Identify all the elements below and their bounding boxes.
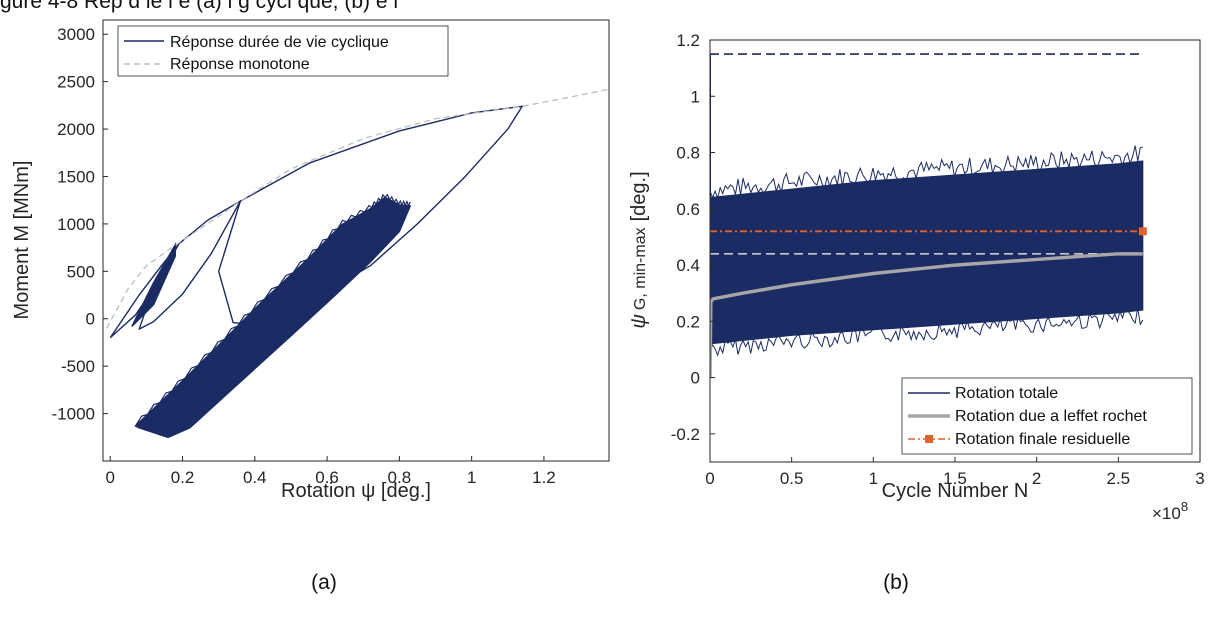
chart-a-cyclic-band [131, 193, 412, 439]
chart-b: 0 0.5 1 1.5 2 2.5 3 -0.2 0 0.2 0.4 0.6 0.8 1 1.2 Rota… [628, 31, 1205, 594]
chart-a-x-tick-label: 0.4 [243, 468, 267, 487]
chart-b-final-marker [1138, 227, 1147, 236]
chart-a-y-label: Moment M [MNm] [11, 161, 33, 320]
chart-a-y-ticks: -1000 -500 0 500 1000 1500 2000 2500 3000 [52, 25, 108, 424]
chart-b-y-label: ψG, min-max[deg.] [628, 171, 650, 328]
chart-a-y-tick-label: 1500 [57, 167, 95, 186]
chart-a-x-tick-label: 0.2 [171, 468, 195, 487]
chart-b-legend-label-ratchet: Rotation due a leffet rochet [955, 408, 1147, 425]
chart-a-dense-band [134, 196, 412, 439]
chart-b-x-tick-label: 0 [705, 469, 714, 488]
chart-b-caption: (b) [883, 571, 909, 594]
chart-b-legend-label-final: Rotation finale residuelle [955, 431, 1130, 448]
chart-b-x-tick-label: 1 [869, 469, 878, 488]
chart-b-x-label: Cycle Number N [882, 480, 1029, 502]
chart-a-y-tick-label: 1000 [57, 215, 95, 234]
chart-a-legend: Réponse durée de vie cyclique Réponse mo… [117, 25, 449, 77]
chart-b-y-ticks: -0.2 0 0.2 0.4 0.6 0.8 1 1.2 [671, 31, 715, 444]
chart-b-total-rotation [710, 54, 1144, 378]
chart-b-total-band [710, 160, 1144, 345]
chart-a-y-tick-label: 0 [86, 310, 95, 329]
chart-b-y-tick-label: 0.2 [676, 312, 700, 331]
chart-a-axes-box [102, 19, 610, 462]
chart-b-plot-area [710, 53, 1147, 378]
chart-b-legend-box [901, 377, 1193, 455]
chart-a-band-edge [135, 193, 411, 427]
chart-a-plot-area [106, 88, 609, 439]
chart-b-ratchet-line [710, 252, 1143, 378]
chart-a-y-tick-label: -500 [61, 357, 95, 376]
chart-b-y-tick-label: -0.2 [671, 425, 700, 444]
chart-b-x-ticks: 0 0.5 1 1.5 2 2.5 3 [705, 457, 1205, 488]
chart-b-reference-lines [710, 53, 1143, 255]
chart-b-y-tick-label: 1 [691, 87, 700, 106]
chart-b-y-tick-label: 0.6 [676, 200, 700, 219]
chart-b-axes-box [709, 39, 1201, 463]
chart-b-ratchet-curve [710, 252, 1143, 378]
chart-a-x-ticks: 0 0.2 0.4 0.6 0.8 1 1.2 [105, 456, 556, 487]
chart-b-y-tick-label: 1.2 [676, 31, 700, 50]
chart-a-legend-label-monotone: Réponse monotone [170, 56, 310, 73]
chart-a-x-tick-label: 1 [467, 468, 476, 487]
svg-text:ψG, min-max[deg.]: ψG, min-max[deg.] [628, 171, 650, 328]
chart-a-cyclic-loop [217, 105, 523, 327]
chart-a-monotone-line [106, 88, 609, 329]
chart-a-x-tick-label: 1.2 [532, 468, 556, 487]
chart-a-y-tick-label: 2000 [57, 120, 95, 139]
chart-b-y-tick-label: 0.8 [676, 144, 700, 163]
chart-b-x-multiplier: ×108 [1152, 499, 1188, 523]
chart-b-x-tick-label: 0.5 [780, 469, 804, 488]
chart-b-x-tick-label: 3 [1195, 469, 1204, 488]
chart-a-x-tick-label: 0 [105, 468, 114, 487]
chart-a-y-tick-label: 2500 [57, 73, 95, 92]
chart-b-final-residual [710, 227, 1147, 236]
chart-a-x-tick-label: 0.6 [315, 468, 339, 487]
chart-b-legend-label-total: Rotation totale [955, 385, 1058, 402]
chart-a-legend-box [117, 25, 449, 77]
chart-a-x-tick-label: 0.8 [388, 468, 412, 487]
chart-b-y-tick-label: 0.4 [676, 256, 700, 275]
chart-a-y-tick-label: 500 [67, 262, 95, 281]
chart-a-x-label: Rotation ψ [deg.] [281, 480, 431, 502]
chart-a-y-tick-label: 3000 [57, 25, 95, 44]
chart-b-x-tick-label: 2.5 [1107, 469, 1131, 488]
chart-b-x-tick-label: 1.5 [943, 469, 967, 488]
chart-b-x-tick-label: 2 [1032, 469, 1041, 488]
chart-a-cyclic-loops [109, 105, 523, 339]
chart-a-monotone-curve [106, 88, 609, 329]
chart-a-y-tick-label: -1000 [52, 405, 95, 424]
chart-b-legend: Rotation totale Rotation due a leffet ro… [901, 377, 1193, 455]
chart-a-cyclic-loop [138, 200, 242, 330]
chart-b-total-upper-noise [710, 145, 1143, 200]
chart-b-total-lower-noise [710, 307, 1144, 357]
chart-a-legend-label-cyclic: Réponse durée de vie cyclique [170, 34, 389, 51]
figure-caption-top: gure 4-8 Rép d le l e (a) l g cycl que, … [0, 0, 398, 13]
chart-a-cyclic-loop [109, 243, 180, 339]
chart-b-legend-marker-final [925, 435, 933, 443]
chart-a: 0 0.2 0.4 0.6 0.8 1 1.2 -1000 -500 0 500 1000 1500 2… [11, 19, 610, 594]
chart-b-y-tick-label: 0 [691, 369, 700, 388]
chart-a-caption: (a) [311, 571, 337, 594]
